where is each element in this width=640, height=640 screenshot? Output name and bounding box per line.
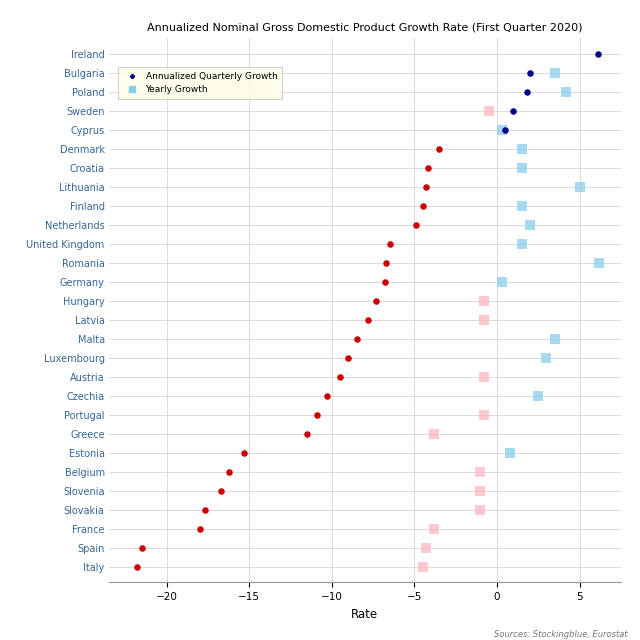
Point [417,562,428,572]
Point [422,163,433,173]
Point [429,429,439,439]
Point [497,276,507,287]
Point [516,163,527,173]
Point [561,86,572,97]
Point [200,505,210,515]
Point [479,372,489,382]
Point [479,410,489,420]
Point [525,67,535,77]
Point [335,372,345,382]
Point [533,391,543,401]
Point [522,86,532,97]
Point [516,239,527,249]
Point [351,334,362,344]
Point [420,182,431,192]
Point [420,543,431,554]
Point [505,448,515,458]
Text: Sources: Stockingblue, Eurostat: Sources: Stockingblue, Eurostat [493,630,627,639]
Point [525,220,535,230]
Point [594,258,604,268]
Point [224,467,234,477]
Point [516,143,527,154]
Point [322,391,332,401]
Point [363,315,373,325]
Point [500,125,510,135]
Point [541,353,552,363]
Point [497,125,507,135]
Point [312,410,322,420]
Point [417,201,428,211]
Point [195,524,205,534]
Title: Annualized Nominal Gross Domestic Product Growth Rate (First Quarter 2020): Annualized Nominal Gross Domestic Produc… [147,22,582,32]
Point [516,201,527,211]
Point [476,486,486,496]
Point [132,562,142,572]
Point [343,353,353,363]
Point [371,296,381,306]
Point [216,486,226,496]
Point [381,258,392,268]
Point [302,429,312,439]
Point [429,524,439,534]
Point [574,182,584,192]
Point [476,505,486,515]
Point [479,315,489,325]
X-axis label: Rate: Rate [351,607,378,621]
Point [137,543,147,554]
Point [239,448,250,458]
Point [484,106,494,116]
Point [508,106,518,116]
Point [593,49,603,59]
Point [411,220,421,230]
Point [385,239,395,249]
Point [550,67,560,77]
Point [434,143,444,154]
Point [550,334,560,344]
Legend: Annualized Quarterly Growth, Yearly Growth: Annualized Quarterly Growth, Yearly Grow… [118,67,282,99]
Point [380,276,390,287]
Point [476,467,486,477]
Point [479,296,489,306]
